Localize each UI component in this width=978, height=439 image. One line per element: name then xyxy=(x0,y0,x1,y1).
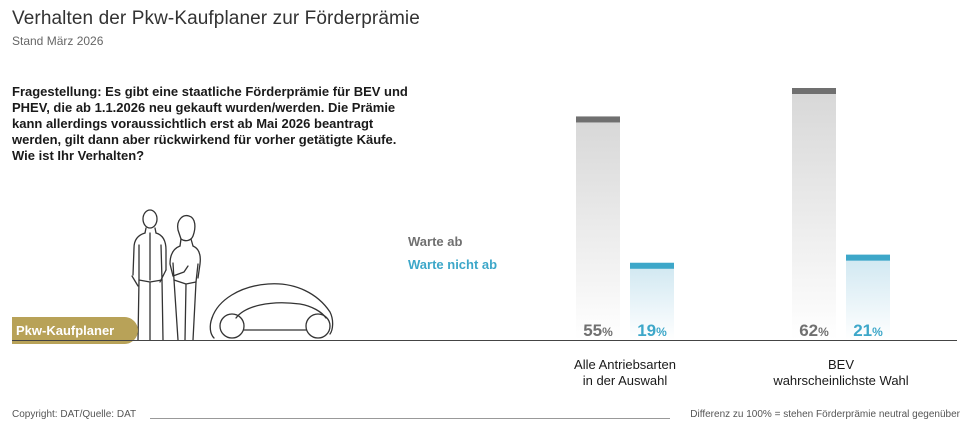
car-outline-icon xyxy=(209,283,334,339)
category-label-line: BEV xyxy=(827,357,854,372)
data-label-warte-ab-2: 62% xyxy=(799,321,829,340)
legend-warte-nicht-ab: Warte nicht ab xyxy=(408,257,498,272)
category-label-line: wahrscheinlichste Wahl xyxy=(773,373,909,388)
bar-cap-warte-nicht-ab-1 xyxy=(630,262,674,269)
bar-warte-nicht-ab-2 xyxy=(846,254,890,340)
data-label-warte-nicht-ab-2: 21% xyxy=(853,321,883,340)
footer-rule xyxy=(150,418,670,419)
man-figure-icon xyxy=(131,209,167,341)
baseline-rule xyxy=(12,340,957,341)
category-label-line: in der Auswahl xyxy=(582,373,668,388)
bar-cap-warte-ab-2 xyxy=(792,88,836,94)
bar-cap-warte-nicht-ab-2 xyxy=(846,254,890,261)
bar-warte-ab-2 xyxy=(792,88,836,340)
bar-cap-warte-ab-1 xyxy=(576,116,620,123)
category-label-1: Alle Antriebsarten in der Auswahl xyxy=(535,357,715,389)
data-label-warte-nicht-ab-1: 19% xyxy=(637,321,667,340)
category-label-2: BEV wahrscheinlichste Wahl xyxy=(751,357,931,389)
bar-warte-ab-1 xyxy=(576,116,620,340)
copyright-text: Copyright: DAT/Quelle: DAT xyxy=(12,409,137,420)
category-label-line: Alle Antriebsarten xyxy=(574,357,676,372)
data-label-warte-ab-1: 55% xyxy=(583,321,613,340)
group-tag xyxy=(12,317,138,344)
woman-figure-icon xyxy=(169,214,201,341)
chart-subtitle: Stand März 2026 xyxy=(12,34,104,48)
chart-title: Verhalten der Pkw-Kaufplaner zur Förderp… xyxy=(12,8,420,29)
group-tag-label: Pkw-Kaufplaner xyxy=(16,323,115,338)
bar-warte-nicht-ab-1 xyxy=(630,262,674,340)
footnote-text: Differenz zu 100% = stehen Förderprämie … xyxy=(690,409,960,420)
legend-warte-ab: Warte ab xyxy=(408,234,463,249)
question-text: Fragestellung: Es gibt eine staatliche F… xyxy=(12,84,408,163)
